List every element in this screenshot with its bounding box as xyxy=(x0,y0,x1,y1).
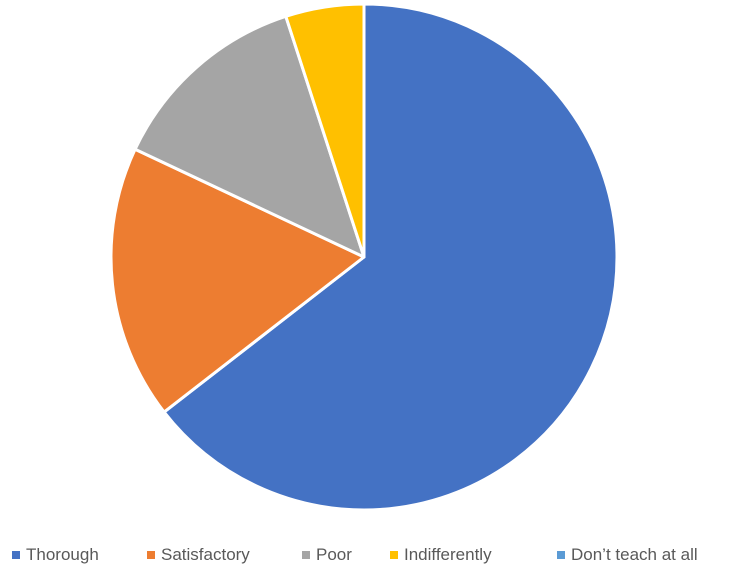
legend-item-poor: Poor xyxy=(302,540,352,570)
pie-slice-satisfactory xyxy=(109,147,366,414)
legend-item-satisfactory: Satisfactory xyxy=(147,540,250,570)
legend-label-indifferently: Indifferently xyxy=(404,545,492,564)
legend: Thorough Satisfactory Poor Indifferently… xyxy=(0,540,732,570)
legend-label-poor: Poor xyxy=(316,545,352,564)
legend-swatch-poor xyxy=(302,551,310,559)
pie-slice-thorough xyxy=(162,2,619,512)
legend-label-dont-teach-at-all: Don’t teach at all xyxy=(571,545,698,564)
pie-slice-poor xyxy=(133,14,366,259)
legend-item-dont-teach-at-all: Don’t teach at all xyxy=(557,540,698,570)
legend-swatch-dont-teach-at-all xyxy=(557,551,565,559)
pie-slice-indifferently xyxy=(284,2,366,259)
legend-label-satisfactory: Satisfactory xyxy=(161,545,250,564)
legend-item-indifferently: Indifferently xyxy=(390,540,492,570)
legend-swatch-thorough xyxy=(12,551,20,559)
pie-chart xyxy=(109,2,619,512)
legend-item-thorough: Thorough xyxy=(12,540,99,570)
legend-swatch-satisfactory xyxy=(147,551,155,559)
legend-label-thorough: Thorough xyxy=(26,545,99,564)
legend-swatch-indifferently xyxy=(390,551,398,559)
